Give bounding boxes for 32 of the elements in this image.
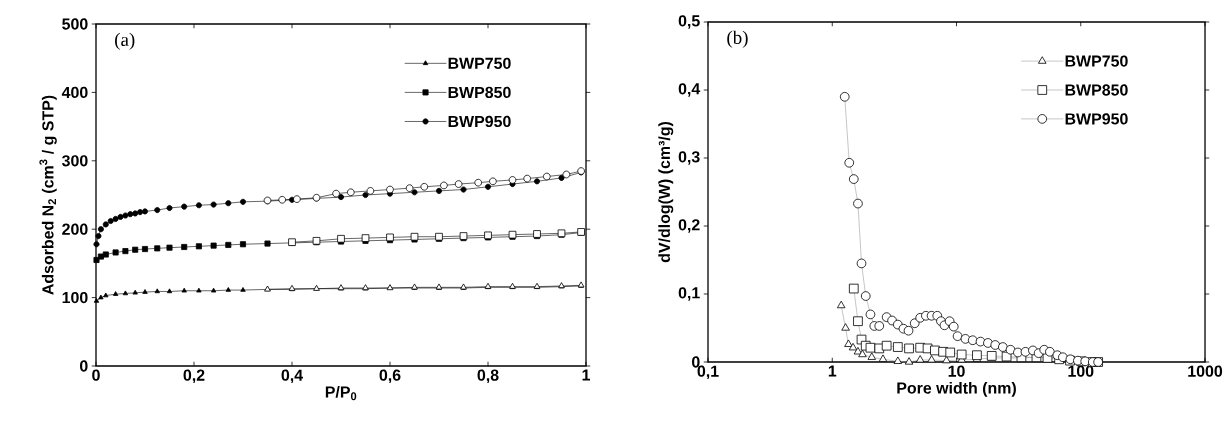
x-tick-label: 1 bbox=[582, 369, 590, 381]
x-tick-label: 0 bbox=[92, 369, 100, 381]
y-tick-label: 400 bbox=[61, 86, 88, 99]
y-tick-label: 0,5 bbox=[678, 15, 700, 29]
y-tick-label: 500 bbox=[62, 18, 88, 30]
y-tick-label: 100 bbox=[62, 291, 88, 304]
y-tick-label: 0,1 bbox=[678, 287, 700, 301]
legend-label: BWP950 bbox=[1065, 113, 1128, 125]
y-tick-label: 300 bbox=[61, 155, 88, 167]
x-tick-label: 100 bbox=[1068, 365, 1094, 377]
y-tick-label: 200 bbox=[62, 223, 88, 235]
x-tick-label: 1000 bbox=[1188, 365, 1223, 377]
x-axis-title: Pore width (nm) bbox=[897, 381, 1016, 397]
x-tick-label: 0,8 bbox=[477, 369, 499, 384]
x-axis-title: P/P$_{0}$ bbox=[325, 385, 357, 401]
y-axis-title: Adsorbed N$_{2}$ (cm$^{3}$ / g STP) bbox=[39, 95, 57, 295]
legend-label: BWP750 bbox=[448, 57, 511, 69]
x-tick-label: 0,6 bbox=[379, 369, 401, 384]
y-axis-title: dV/dlog(W) (cm³/g) bbox=[658, 121, 674, 263]
legend-label: BWP950 bbox=[448, 115, 511, 128]
x-tick-label: 10 bbox=[948, 365, 965, 377]
x-tick-label: 0,4 bbox=[281, 369, 303, 384]
y-tick-label: 0,3 bbox=[678, 151, 700, 165]
legend-label: BWP750 bbox=[1065, 55, 1128, 67]
x-tick-label: 1 bbox=[828, 365, 837, 377]
x-tick-label: 0,2 bbox=[183, 369, 205, 384]
annotation: (b) bbox=[727, 30, 748, 48]
legend-label: BWP850 bbox=[1065, 84, 1128, 96]
legend-label: BWP850 bbox=[448, 86, 511, 99]
y-tick-label: 0,4 bbox=[678, 83, 701, 97]
annotation: (a) bbox=[115, 32, 135, 50]
y-tick-label: 0,2 bbox=[678, 219, 700, 233]
